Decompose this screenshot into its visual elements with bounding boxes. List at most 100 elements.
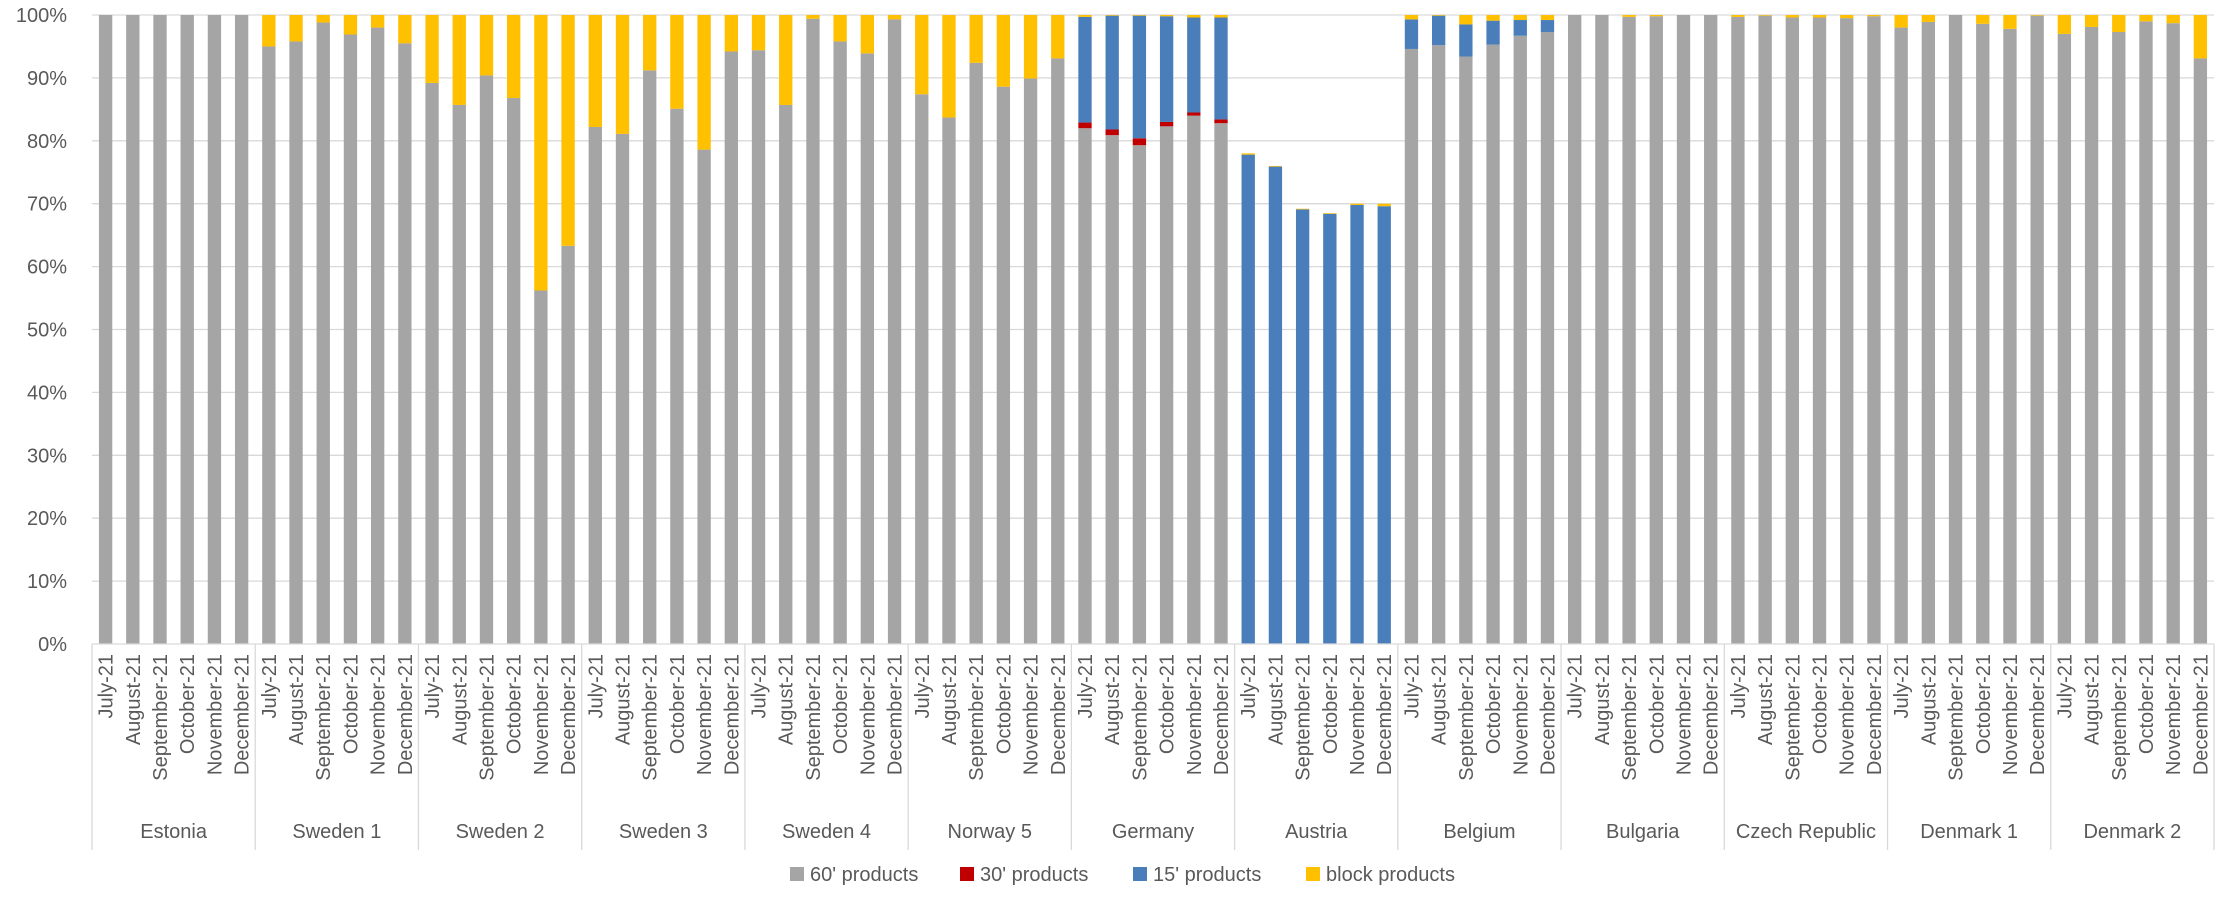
bar-segment <box>153 15 167 644</box>
x-tick-label: November-21 <box>368 654 390 775</box>
bar-segment <box>1132 15 1147 16</box>
group-label: Germany <box>1112 821 1194 843</box>
x-tick-label: December-21 <box>1211 654 1233 775</box>
bar-segment <box>126 15 140 644</box>
bar-segment <box>561 245 575 644</box>
x-tick-label: November-21 <box>1021 654 1043 775</box>
x-tick-label: July-21 <box>259 654 281 718</box>
x-tick-label: August-21 <box>1265 654 1287 745</box>
group-label: Sweden 2 <box>456 821 545 843</box>
bar-segment <box>1105 15 1119 130</box>
group-label: Sweden 1 <box>292 821 381 843</box>
bar-segment <box>1404 15 1419 20</box>
bar-segment <box>316 22 330 645</box>
bar-segment <box>1105 15 1119 16</box>
x-tick-label: October-21 <box>1810 654 1832 754</box>
bar-segment <box>1023 78 1038 645</box>
y-tick-label: 90% <box>27 68 67 90</box>
bar-segment <box>996 15 1011 87</box>
bar-segment <box>2030 15 2044 16</box>
bar-segment <box>2084 15 2099 27</box>
x-tick-label: October-21 <box>2136 654 2158 754</box>
bar-segment <box>1431 45 1446 644</box>
x-tick-label: November-21 <box>2000 654 2022 775</box>
x-tick-label: July-21 <box>1891 654 1913 718</box>
bar-segment <box>1785 15 1799 18</box>
x-tick-label: December-21 <box>1864 654 1886 775</box>
bar-segment <box>1867 16 1881 645</box>
bar-segment <box>1295 208 1310 210</box>
bar-segment <box>1540 31 1555 645</box>
y-tick-label: 40% <box>27 382 67 404</box>
x-tick-label: November-21 <box>1184 654 1206 775</box>
group-label: Denmark 2 <box>2083 821 2181 843</box>
x-tick-label: July-21 <box>422 654 444 718</box>
bar-segment <box>289 41 303 645</box>
bar-segment <box>2193 58 2208 644</box>
bar-segment <box>1159 15 1174 17</box>
x-tick-label: July-21 <box>912 654 934 718</box>
bar-segment <box>1404 48 1419 644</box>
bar-segment <box>615 15 630 134</box>
bar-segment <box>2003 28 2017 644</box>
x-tick-label: September-21 <box>803 654 825 781</box>
x-tick-label: November-21 <box>1510 654 1532 775</box>
bar-segment <box>1731 15 1745 17</box>
group-label: Denmark 1 <box>1920 821 2018 843</box>
x-tick-label: September-21 <box>2109 654 2131 781</box>
bar-segment <box>779 15 793 105</box>
y-tick-label: 100% <box>16 5 67 27</box>
group-label: Sweden 4 <box>782 821 871 843</box>
x-tick-label: September-21 <box>1782 654 1804 781</box>
x-tick-label: December-21 <box>1701 654 1723 775</box>
bar-segment <box>806 15 820 19</box>
x-tick-label: October-21 <box>830 654 852 754</box>
bar-segment <box>262 15 276 47</box>
bar-segment <box>588 126 602 645</box>
x-tick-label: August-21 <box>286 654 308 745</box>
bar-segment <box>1404 19 1419 49</box>
x-tick-label: October-21 <box>1483 654 1505 754</box>
bar-segment <box>479 75 494 644</box>
bar-segment <box>1105 129 1119 136</box>
x-tick-label: December-21 <box>395 654 417 775</box>
bar-segment <box>1676 15 1691 644</box>
bar-segment <box>452 104 466 644</box>
x-tick-label: November-21 <box>1837 654 1859 775</box>
bar-segment <box>833 41 847 645</box>
bar-segment <box>343 15 358 35</box>
group-label: Belgium <box>1443 821 1515 843</box>
legend-swatch <box>960 867 974 881</box>
bar-segment <box>751 15 766 51</box>
x-tick-label: August-21 <box>449 654 471 745</box>
x-tick-label: December-21 <box>2190 654 2212 775</box>
y-tick-label: 10% <box>27 571 67 593</box>
legend-swatch <box>1306 867 1320 881</box>
bar-segment <box>1894 15 1908 28</box>
bar-segment <box>2166 15 2180 24</box>
bar-segment <box>2057 33 2072 645</box>
bar-segment <box>1948 15 1963 644</box>
bar-segment <box>1486 15 1500 21</box>
x-tick-label: December-21 <box>1374 654 1396 775</box>
x-tick-label: September-21 <box>1129 654 1151 781</box>
bar-segment <box>1323 213 1337 214</box>
bar-segment <box>2057 15 2072 34</box>
bar-segment <box>942 117 956 645</box>
bar-segment <box>1867 15 1881 17</box>
x-tick-label: July-21 <box>1238 654 1260 718</box>
bar-segment <box>1486 20 1500 45</box>
bar-segment <box>1540 15 1555 21</box>
bar-segment <box>207 15 222 644</box>
x-tick-label: September-21 <box>1946 654 1968 781</box>
bar-segment <box>1513 15 1527 21</box>
bar-segment <box>1132 145 1147 644</box>
bar-segment <box>1459 24 1473 57</box>
x-tick-label: August-21 <box>613 654 635 745</box>
bar-segment <box>534 290 548 644</box>
x-tick-label: November-21 <box>694 654 716 775</box>
bar-segment <box>1459 15 1473 25</box>
bar-segment <box>1649 16 1663 645</box>
bar-segment <box>561 15 575 246</box>
